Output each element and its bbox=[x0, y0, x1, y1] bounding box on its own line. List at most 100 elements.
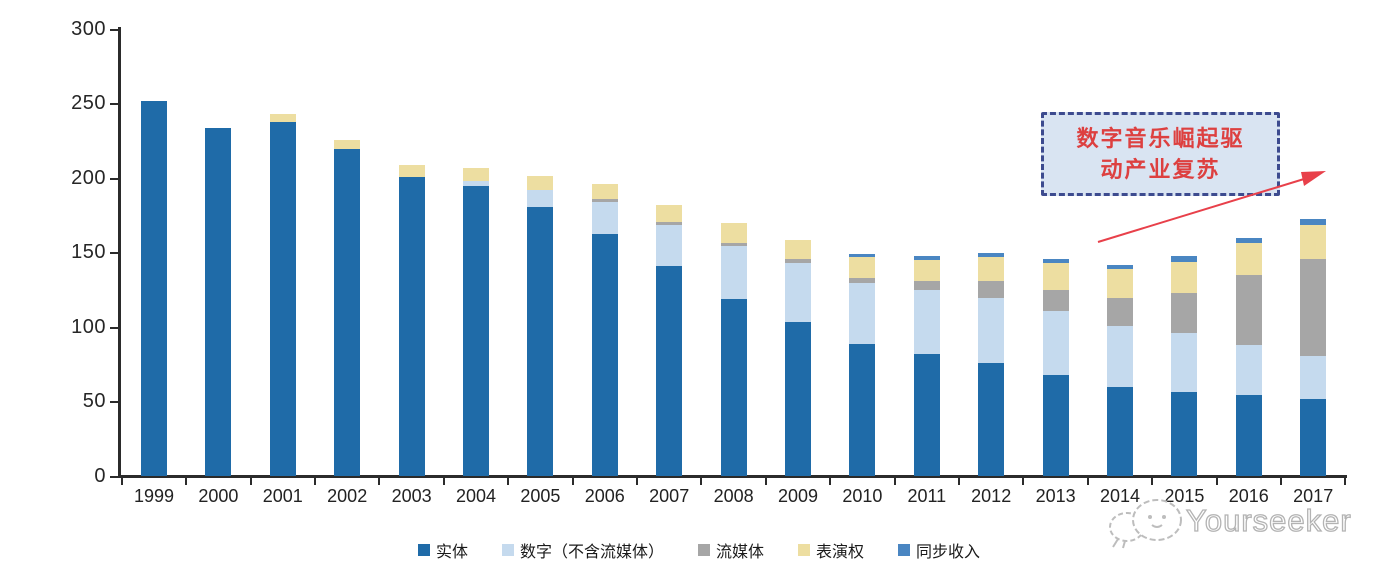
annotation-text-line2: 动产业复苏 bbox=[1100, 157, 1221, 182]
bar-segment-digital-excl-streaming-2005 bbox=[527, 190, 554, 207]
bar-segment-sync-revenue-2017 bbox=[1300, 218, 1327, 225]
y-axis-tick bbox=[110, 326, 119, 329]
x-axis-tick bbox=[958, 478, 960, 485]
bar-segment-performance-rights-2002 bbox=[334, 139, 361, 149]
bar-segment-streaming-2008 bbox=[720, 242, 747, 246]
bar-segment-digital-excl-streaming-2007 bbox=[656, 224, 683, 267]
legend-label-physical: 实体 bbox=[435, 544, 468, 561]
x-axis-label-2014: 2014 bbox=[1099, 486, 1141, 506]
y-axis-line bbox=[118, 27, 121, 478]
x-axis-tick bbox=[1086, 478, 1089, 485]
x-axis-tick bbox=[120, 478, 123, 485]
bar-segment-digital-excl-streaming-2006 bbox=[591, 202, 618, 234]
bar-segment-streaming-2017 bbox=[1300, 258, 1327, 356]
bar-segment-physical-2011 bbox=[913, 354, 940, 477]
y-axis-tick-label: 250 bbox=[71, 92, 106, 114]
y-axis-tick bbox=[110, 28, 119, 31]
x-axis-tick bbox=[893, 478, 896, 485]
bar-segment-sync-revenue-2011 bbox=[913, 255, 940, 261]
x-axis-tick bbox=[829, 478, 832, 485]
bar-segment-streaming-2011 bbox=[913, 281, 940, 291]
bar-segment-streaming-2010 bbox=[849, 278, 876, 283]
legend-item-streaming: 流媒体 bbox=[697, 538, 764, 562]
y-axis-tick bbox=[110, 103, 119, 105]
y-axis-tick bbox=[110, 252, 119, 254]
legend-label-sync-revenue: 同步收入 bbox=[916, 544, 981, 561]
bar-segment-performance-rights-2004 bbox=[463, 168, 489, 182]
bar-segment-sync-revenue-2010 bbox=[849, 254, 876, 258]
y-axis-tick bbox=[110, 401, 119, 403]
x-axis-label-2010: 2010 bbox=[842, 486, 883, 506]
legend-label-performance-rights: 表演权 bbox=[816, 544, 865, 561]
bar-segment-physical-2005 bbox=[527, 206, 554, 477]
bar-segment-streaming-2015 bbox=[1171, 293, 1198, 334]
bar-segment-digital-excl-streaming-2011 bbox=[913, 290, 940, 355]
x-axis-tick bbox=[314, 478, 316, 485]
y-axis-tick bbox=[110, 177, 119, 180]
y-axis-tick-label: 100 bbox=[71, 315, 106, 338]
bar-segment-streaming-2006 bbox=[591, 199, 618, 203]
bar-segment-digital-excl-streaming-2004 bbox=[463, 181, 489, 186]
bar-segment-sync-revenue-2013 bbox=[1042, 258, 1069, 264]
x-axis-tick bbox=[442, 478, 445, 485]
bar-segment-digital-excl-streaming-2016 bbox=[1235, 345, 1262, 395]
bar-segment-performance-rights-2012 bbox=[978, 257, 1005, 282]
bar-segment-performance-rights-2013 bbox=[1042, 263, 1069, 291]
bar-segment-digital-excl-streaming-2013 bbox=[1042, 311, 1069, 376]
bar-segment-sync-revenue-2016 bbox=[1235, 238, 1262, 243]
x-axis-label-2011: 2011 bbox=[907, 486, 947, 506]
x-axis-tick bbox=[249, 478, 252, 485]
bar-segment-physical-2001 bbox=[269, 121, 296, 477]
bar-segment-streaming-2009 bbox=[785, 258, 811, 264]
bar-segment-digital-excl-streaming-2014 bbox=[1107, 326, 1133, 388]
bar-segment-physical-2003 bbox=[398, 177, 425, 477]
bar-segment-physical-2016 bbox=[1235, 394, 1262, 477]
legend-swatch-streaming bbox=[697, 544, 710, 556]
y-axis-tick-label: 200 bbox=[71, 166, 106, 189]
x-axis-label-2007: 2007 bbox=[649, 486, 690, 506]
y-axis-tick bbox=[110, 475, 119, 478]
bar-segment-physical-2008 bbox=[720, 299, 747, 477]
bar-segment-physical-2012 bbox=[978, 363, 1005, 477]
bar-segment-performance-rights-2009 bbox=[785, 239, 811, 259]
legend-item-performance-rights: 表演权 bbox=[798, 538, 864, 562]
yourseeker-logo-icon bbox=[1109, 499, 1182, 549]
bar-segment-performance-rights-2016 bbox=[1235, 242, 1262, 276]
y-axis-tick-label: 300 bbox=[71, 17, 106, 40]
x-axis-label-2017: 2017 bbox=[1293, 486, 1334, 506]
x-axis-tick bbox=[636, 478, 638, 485]
x-axis-label-1999: 1999 bbox=[133, 486, 175, 506]
bar-segment-performance-rights-2006 bbox=[591, 184, 618, 200]
bar-segment-digital-excl-streaming-2017 bbox=[1300, 355, 1327, 399]
bar-segment-physical-2002 bbox=[334, 148, 361, 477]
x-axis-label-2004: 2004 bbox=[455, 486, 497, 506]
legend: 实体 数字（不含流媒体） 流媒体 表演权 同步收入 bbox=[0, 538, 1398, 562]
bar-segment-physical-2017 bbox=[1300, 399, 1327, 477]
bar-segment-performance-rights-2005 bbox=[527, 175, 554, 191]
bar-segment-physical-2013 bbox=[1042, 375, 1069, 477]
x-axis-label-2012: 2012 bbox=[971, 486, 1012, 506]
x-axis-tick bbox=[571, 478, 574, 485]
bar-segment-physical-2006 bbox=[591, 233, 618, 477]
annotation-callout: 数字音乐崛起驱 动产业复苏 bbox=[1041, 112, 1280, 196]
bar-segment-performance-rights-2003 bbox=[398, 165, 425, 177]
x-axis-label-2009: 2009 bbox=[777, 486, 819, 506]
annotation-text-line1: 数字音乐崛起驱 bbox=[1076, 126, 1245, 151]
legend-swatch-performance-rights bbox=[798, 544, 810, 556]
x-axis-tick bbox=[507, 478, 510, 485]
bar-segment-performance-rights-2010 bbox=[849, 257, 876, 279]
x-axis-label-2015: 2015 bbox=[1164, 486, 1205, 506]
x-axis-label-2005: 2005 bbox=[520, 486, 561, 506]
bar-segment-sync-revenue-2012 bbox=[978, 253, 1005, 258]
y-axis-tick-label: 50 bbox=[82, 390, 106, 412]
bar-segment-performance-rights-2014 bbox=[1107, 269, 1133, 298]
bar-segment-physical-2009 bbox=[785, 321, 811, 477]
x-axis-tick bbox=[1215, 478, 1218, 485]
bar-segment-performance-rights-2011 bbox=[913, 260, 940, 282]
bar-segment-digital-excl-streaming-2010 bbox=[849, 282, 876, 344]
bar-segment-sync-revenue-2014 bbox=[1107, 264, 1133, 270]
legend-item-sync-revenue: 同步收入 bbox=[898, 538, 980, 562]
bar-segment-physical-2004 bbox=[463, 185, 489, 477]
bar-segment-physical-2014 bbox=[1107, 387, 1133, 477]
bar-segment-streaming-2012 bbox=[978, 281, 1005, 298]
